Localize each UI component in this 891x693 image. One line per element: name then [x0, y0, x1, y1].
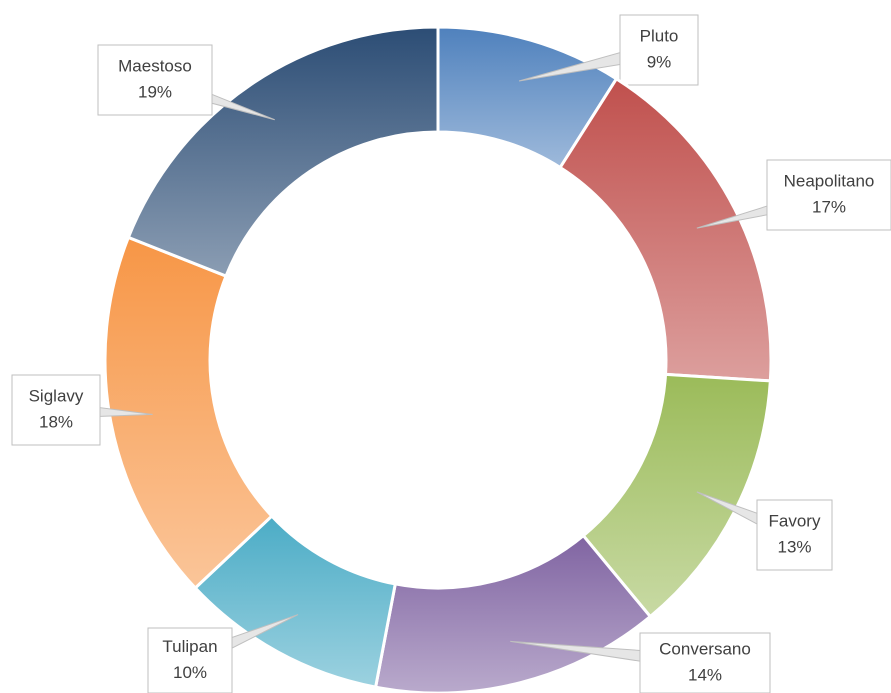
label-box [619, 14, 699, 86]
value-label: 18% [39, 412, 73, 431]
value-label: 19% [138, 82, 172, 101]
label-box [766, 159, 891, 231]
slice-label: Siglavy [29, 386, 84, 405]
slice-label: Maestoso [118, 56, 192, 75]
value-label: 14% [688, 665, 722, 684]
slice-label: Neapolitano [784, 171, 875, 190]
label-box [97, 44, 213, 116]
value-label: 17% [812, 197, 846, 216]
slice-label: Favory [769, 511, 821, 530]
value-label: 13% [777, 537, 811, 556]
donut-slice [126, 25, 440, 279]
slice-label: Tulipan [162, 637, 217, 656]
label-box [147, 627, 233, 693]
slice-label: Pluto [640, 26, 679, 45]
donut-slice [558, 76, 773, 383]
label-box [639, 632, 771, 693]
value-label: 9% [647, 52, 672, 71]
label-box [11, 374, 101, 446]
label-box [756, 499, 833, 571]
value-label: 10% [173, 663, 207, 682]
slice-label: Conversano [659, 639, 751, 658]
